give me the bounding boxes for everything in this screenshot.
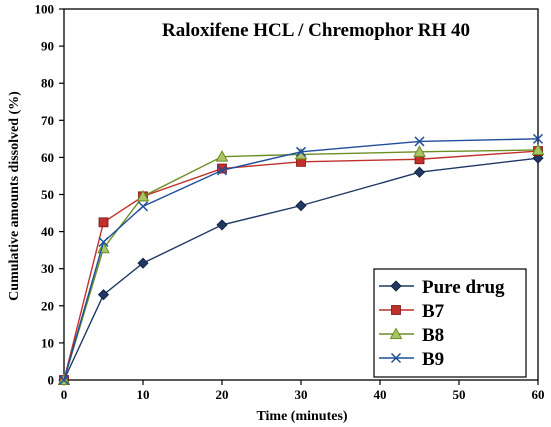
y-tick-label: 70 — [41, 113, 54, 128]
x-marker-stroke — [414, 136, 425, 147]
data-point-b9 — [532, 133, 544, 144]
x-marker-stroke — [216, 165, 228, 176]
data-point-b8 — [413, 145, 426, 157]
x-tick-label: 60 — [532, 387, 545, 402]
y-tick-label: 100 — [35, 2, 55, 17]
legend-marker — [390, 280, 402, 292]
data-point-b7 — [217, 163, 227, 174]
x-tick-label: 50 — [453, 387, 466, 402]
y-tick-label: 40 — [41, 224, 54, 239]
legend-label: Pure drug — [422, 277, 505, 298]
chart-title: Raloxifene HCL / Chremophor RH 40 — [162, 20, 470, 41]
data-point-pure-drug — [216, 219, 228, 231]
x-tick-label: 30 — [295, 387, 308, 402]
data-point-b9 — [137, 201, 149, 212]
y-tick-label: 10 — [41, 335, 54, 350]
legend-entry-b8: B8 — [379, 325, 444, 346]
x-tick-label: 10 — [137, 387, 150, 402]
y-tick-label: 90 — [41, 39, 54, 54]
y-tick-label: 20 — [41, 298, 54, 313]
data-point-b9 — [98, 236, 109, 248]
legend-label: B8 — [422, 325, 444, 346]
x-tick-label: 20 — [216, 387, 229, 402]
data-point-b8 — [215, 150, 229, 162]
y-axis-title: Cumulative amounts dissolved (%) — [7, 91, 22, 301]
legend-entry-b9: B9 — [379, 349, 444, 370]
x-marker-stroke — [390, 352, 402, 364]
data-point-b9 — [58, 374, 70, 386]
y-tick-label: 0 — [48, 373, 55, 388]
data-point-b9 — [295, 146, 307, 157]
x-marker-stroke — [137, 201, 149, 212]
x-marker-stroke — [58, 374, 70, 386]
x-tick-label: 0 — [61, 387, 68, 402]
data-point-b9 — [414, 136, 425, 147]
legend-label: B7 — [422, 301, 445, 322]
x-tick-label: 40 — [374, 387, 387, 402]
x-marker-stroke — [98, 236, 109, 248]
legend-label: B9 — [422, 349, 444, 370]
x-marker-stroke — [532, 133, 544, 144]
legend-marker — [391, 305, 401, 315]
y-tick-label: 30 — [41, 261, 54, 276]
y-tick-label: 50 — [41, 187, 54, 202]
data-point-pure-drug — [137, 257, 149, 269]
data-point-b8 — [136, 189, 150, 202]
data-point-b9 — [216, 165, 228, 176]
data-point-pure-drug — [97, 289, 110, 301]
y-tick-label: 60 — [41, 150, 54, 165]
legend-marker — [389, 327, 403, 339]
series-b9 — [58, 133, 544, 386]
data-point-b7 — [98, 217, 109, 228]
legend-entry-pure-drug: Pure drug — [379, 277, 505, 298]
data-point-b8 — [531, 143, 545, 155]
x-axis-title: Time (minutes) — [256, 409, 347, 424]
data-point-pure-drug — [295, 200, 307, 212]
data-point-pure-drug — [413, 166, 426, 178]
x-marker-stroke — [295, 146, 307, 157]
legend-marker — [390, 352, 402, 364]
y-tick-label: 80 — [41, 76, 54, 91]
legend-entry-b7: B7 — [379, 301, 445, 322]
